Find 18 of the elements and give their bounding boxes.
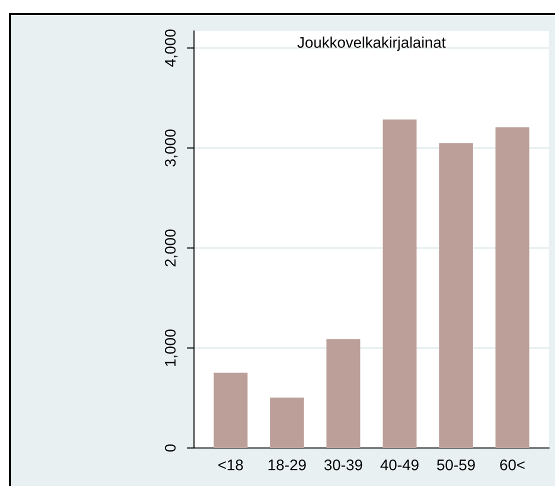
- x-tick-label: 50-59: [437, 460, 475, 470]
- chart-title: Joukkovelkakirjalainat: [297, 36, 446, 51]
- x-tick-label: 60<: [500, 460, 525, 470]
- bar: [326, 339, 360, 448]
- bar: [382, 120, 417, 448]
- y-tick-label: 1,000: [164, 329, 178, 366]
- bar: [270, 398, 304, 448]
- x-tick-label: 40-49: [380, 460, 418, 470]
- y-tick-label: 3,000: [164, 129, 178, 167]
- y-tick-label: 0: [164, 444, 176, 452]
- x-tick-label: 30-39: [324, 460, 362, 470]
- y-tick-label: 2,000: [164, 229, 178, 266]
- bar: [439, 143, 473, 448]
- bar: [495, 127, 530, 448]
- y-tick-label: 4,000: [164, 29, 178, 67]
- x-tick-label: 18-29: [268, 460, 306, 470]
- x-tick-label: <18: [218, 460, 243, 470]
- bar: [214, 372, 248, 448]
